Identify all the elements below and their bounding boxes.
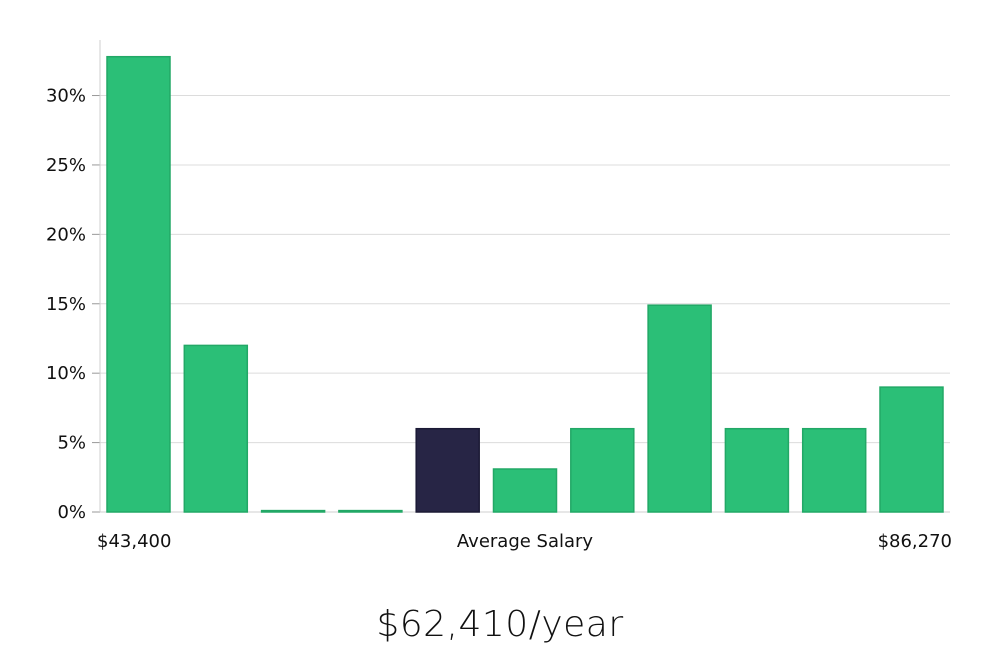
bar-9 [724,427,790,513]
average-salary-value: $62,410/year [376,604,624,645]
y-axis-ticks: 0% 5% 10% 15% 20% 25% 30% [46,86,100,523]
bars [106,55,944,513]
bar-6 [492,468,558,513]
bar-3 [260,509,326,513]
y-tick-label-0: 0% [57,502,86,523]
y-tick-label-30: 30% [46,86,86,107]
bar-10 [801,427,867,513]
x-label-max: $86,270 [878,531,952,552]
bar-1 [106,55,171,513]
y-tick-label-10: 10% [46,363,86,384]
salary-distribution-chart: 0% 5% 10% 15% 20% 25% 30% $43,400 Average Sala… [46,40,952,552]
y-tick-label-15: 15% [46,294,86,315]
bar-average-salary [415,427,480,513]
bar-4 [338,509,403,513]
y-tick-label-20: 20% [46,224,86,245]
bar-7 [570,427,635,513]
x-label-center: Average Salary [457,531,594,552]
y-tick-label-5: 5% [57,433,86,454]
bar-8 [647,304,712,513]
bar-2 [183,344,249,513]
bar-11 [879,386,944,513]
y-tick-label-25: 25% [46,155,86,176]
x-label-min: $43,400 [97,531,171,552]
